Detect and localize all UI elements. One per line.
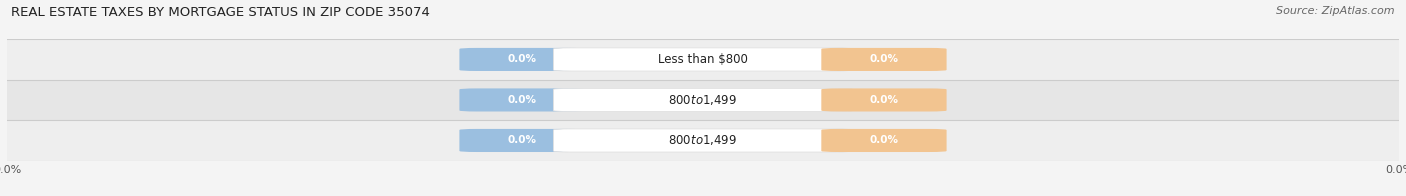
Text: 0.0%: 0.0% — [869, 135, 898, 145]
Text: Source: ZipAtlas.com: Source: ZipAtlas.com — [1277, 6, 1395, 16]
Bar — [7, 39, 1399, 80]
FancyBboxPatch shape — [821, 88, 946, 112]
Bar — [7, 120, 1399, 161]
FancyBboxPatch shape — [821, 48, 946, 71]
Text: Less than $800: Less than $800 — [658, 53, 748, 66]
FancyBboxPatch shape — [554, 88, 852, 112]
FancyBboxPatch shape — [460, 48, 585, 71]
Text: REAL ESTATE TAXES BY MORTGAGE STATUS IN ZIP CODE 35074: REAL ESTATE TAXES BY MORTGAGE STATUS IN … — [11, 6, 430, 19]
Text: 0.0%: 0.0% — [508, 135, 537, 145]
Text: $800 to $1,499: $800 to $1,499 — [668, 133, 738, 147]
Text: $800 to $1,499: $800 to $1,499 — [668, 93, 738, 107]
Text: 0.0%: 0.0% — [508, 95, 537, 105]
Bar — [7, 80, 1399, 120]
Text: 0.0%: 0.0% — [869, 95, 898, 105]
FancyBboxPatch shape — [460, 88, 585, 112]
Text: 0.0%: 0.0% — [508, 54, 537, 64]
FancyBboxPatch shape — [554, 129, 852, 152]
FancyBboxPatch shape — [460, 129, 585, 152]
Text: 0.0%: 0.0% — [869, 54, 898, 64]
FancyBboxPatch shape — [821, 129, 946, 152]
FancyBboxPatch shape — [554, 48, 852, 71]
